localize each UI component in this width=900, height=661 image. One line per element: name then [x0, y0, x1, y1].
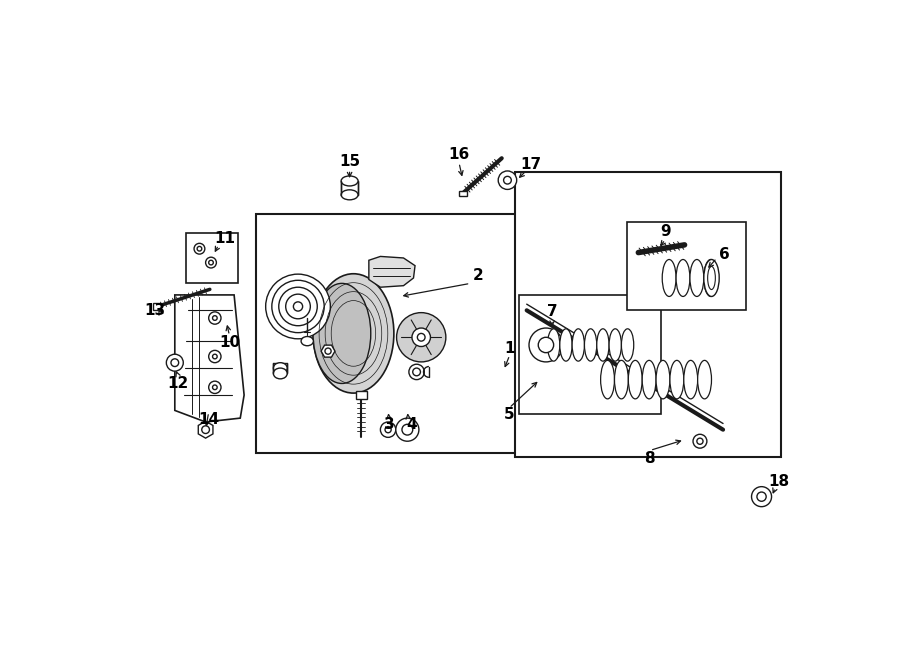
Circle shape [385, 426, 392, 433]
Bar [274, 363, 287, 373]
Text: 15: 15 [339, 154, 360, 169]
Text: 14: 14 [198, 412, 220, 427]
Ellipse shape [274, 363, 287, 373]
Circle shape [402, 424, 413, 435]
Ellipse shape [670, 360, 684, 399]
Circle shape [538, 337, 554, 353]
Text: 9: 9 [660, 224, 670, 239]
Bar [626, 222, 746, 310]
Ellipse shape [597, 329, 609, 361]
Circle shape [197, 247, 202, 251]
Circle shape [412, 328, 430, 346]
Polygon shape [175, 295, 244, 422]
Text: 12: 12 [167, 376, 188, 391]
Ellipse shape [628, 360, 643, 399]
Ellipse shape [584, 329, 597, 361]
Circle shape [397, 313, 446, 362]
Bar [519, 295, 662, 414]
Bar [153, 303, 161, 309]
Circle shape [209, 312, 221, 324]
Ellipse shape [341, 176, 358, 186]
Ellipse shape [704, 260, 717, 297]
Ellipse shape [690, 260, 704, 297]
Text: 8: 8 [644, 451, 655, 465]
Text: 10: 10 [219, 335, 240, 350]
Ellipse shape [274, 368, 287, 379]
Circle shape [272, 280, 324, 332]
Text: 6: 6 [719, 247, 730, 262]
Text: 1: 1 [505, 341, 515, 356]
Ellipse shape [313, 284, 371, 383]
Polygon shape [369, 256, 415, 288]
Bar [515, 172, 781, 457]
Circle shape [409, 364, 424, 379]
Text: 11: 11 [214, 231, 236, 246]
Circle shape [697, 438, 703, 444]
Circle shape [279, 288, 318, 326]
Text: 7: 7 [547, 304, 557, 319]
Circle shape [202, 426, 210, 434]
Ellipse shape [704, 260, 719, 297]
Text: 16: 16 [448, 147, 470, 163]
Ellipse shape [600, 360, 615, 399]
Polygon shape [459, 190, 466, 196]
Circle shape [212, 316, 217, 321]
Ellipse shape [643, 360, 656, 399]
Polygon shape [321, 345, 335, 357]
Text: 5: 5 [504, 407, 514, 422]
Ellipse shape [662, 260, 676, 297]
Ellipse shape [698, 360, 712, 399]
Text: 3: 3 [383, 417, 394, 432]
Bar [341, 181, 358, 195]
Circle shape [171, 359, 179, 367]
Text: 2: 2 [472, 268, 483, 283]
Ellipse shape [547, 329, 560, 361]
Circle shape [285, 294, 310, 319]
Circle shape [504, 176, 511, 184]
Polygon shape [198, 421, 213, 438]
Circle shape [209, 350, 221, 363]
Circle shape [194, 243, 205, 254]
Circle shape [413, 368, 420, 375]
Ellipse shape [341, 190, 358, 200]
Circle shape [396, 418, 418, 442]
Text: 17: 17 [520, 157, 541, 171]
Circle shape [205, 257, 216, 268]
Bar [185, 233, 238, 284]
Circle shape [757, 492, 766, 501]
Ellipse shape [621, 329, 634, 361]
Circle shape [381, 422, 396, 438]
Ellipse shape [313, 274, 394, 393]
Ellipse shape [572, 329, 584, 361]
Circle shape [325, 348, 331, 354]
Ellipse shape [684, 360, 698, 399]
Bar [356, 391, 366, 399]
Ellipse shape [676, 260, 690, 297]
Ellipse shape [302, 336, 313, 346]
Bar [256, 214, 533, 453]
Circle shape [166, 354, 184, 371]
Circle shape [293, 302, 302, 311]
Ellipse shape [707, 266, 716, 290]
Circle shape [209, 381, 221, 393]
Ellipse shape [615, 360, 628, 399]
Text: 13: 13 [144, 303, 166, 318]
Circle shape [752, 486, 771, 507]
Circle shape [212, 354, 217, 359]
Ellipse shape [609, 329, 621, 361]
Circle shape [693, 434, 706, 448]
Circle shape [266, 274, 330, 339]
Circle shape [212, 385, 217, 389]
Text: 18: 18 [768, 474, 789, 488]
Circle shape [529, 328, 562, 362]
Circle shape [209, 260, 213, 265]
Ellipse shape [656, 360, 670, 399]
Circle shape [418, 333, 425, 341]
Circle shape [499, 171, 517, 190]
Ellipse shape [560, 329, 572, 361]
Text: 4: 4 [407, 417, 418, 432]
